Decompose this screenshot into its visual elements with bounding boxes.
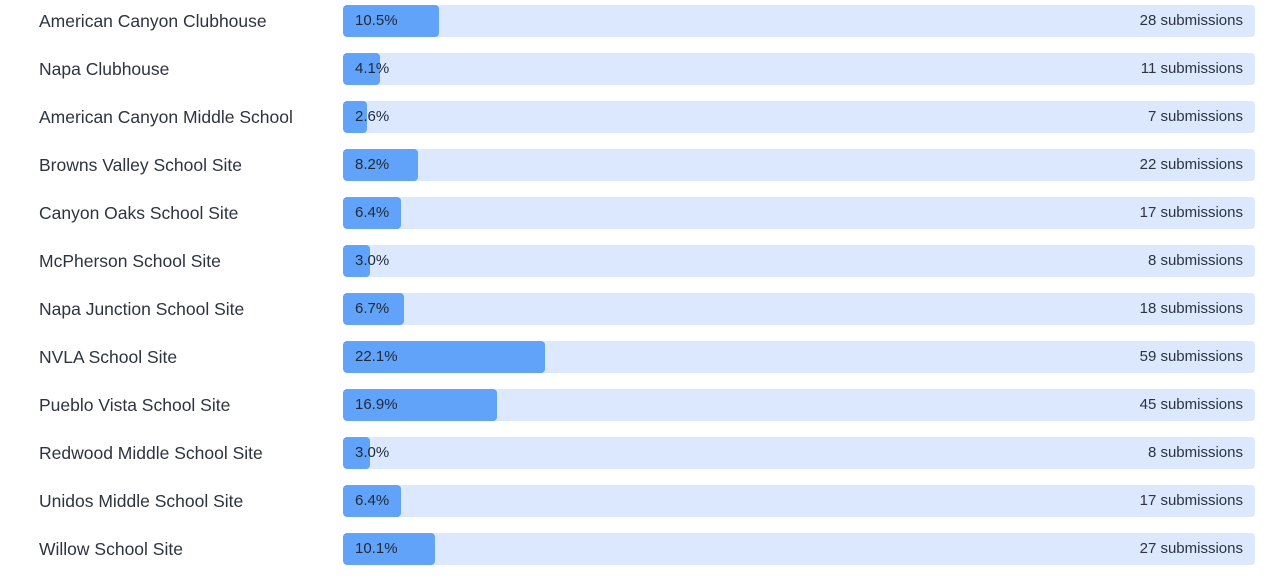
submission-count: 8 submissions	[1147, 252, 1243, 269]
bar-row: Napa Junction School Site 6.7% 18 submis…	[0, 293, 1269, 325]
bar-row: Willow School Site 10.1% 27 submissions	[0, 533, 1269, 565]
bar-track: 2.6% 7 submissions	[343, 101, 1255, 133]
percent-label: 6.7%	[355, 300, 390, 317]
bar-fill	[343, 437, 371, 469]
bar-track: 6.4% 17 submissions	[343, 485, 1255, 517]
location-label: Napa Clubhouse	[39, 59, 170, 79]
bar-fill	[343, 149, 418, 181]
submission-count: 28 submissions	[1139, 12, 1243, 29]
bar-row: Unidos Middle School Site 6.4% 17 submis…	[0, 485, 1269, 517]
bar-track: 4.1% 11 submissions	[343, 53, 1255, 85]
bar-fill	[343, 197, 402, 229]
percent-label: 4.1%	[355, 60, 390, 77]
submission-count: 18 submissions	[1139, 300, 1243, 317]
percent-label: 3.0%	[355, 444, 390, 461]
bar-fill	[343, 245, 371, 277]
bar-track: 6.4% 17 submissions	[343, 197, 1255, 229]
location-label: Canyon Oaks School Site	[39, 203, 239, 223]
bar-fill	[343, 101, 367, 133]
percent-label: 16.9%	[355, 396, 398, 413]
submission-count: 17 submissions	[1139, 204, 1243, 221]
location-label: American Canyon Clubhouse	[39, 11, 267, 31]
submission-count: 45 submissions	[1139, 396, 1243, 413]
bar-track: 22.1% 59 submissions	[343, 341, 1255, 373]
location-label: NVLA School Site	[39, 347, 178, 367]
bar-track: 10.5% 28 submissions	[343, 5, 1255, 37]
bar-row: Pueblo Vista School Site 16.9% 45 submis…	[0, 389, 1269, 421]
submission-count: 59 submissions	[1139, 348, 1243, 365]
location-label: Unidos Middle School Site	[39, 491, 244, 511]
bar-row: American Canyon Clubhouse 10.5% 28 submi…	[0, 5, 1269, 37]
location-label: American Canyon Middle School	[39, 107, 293, 127]
bar-fill	[343, 533, 436, 565]
submission-count: 17 submissions	[1139, 492, 1243, 509]
bar-track: 16.9% 45 submissions	[343, 389, 1255, 421]
bar-row: Redwood Middle School Site 3.0% 8 submis…	[0, 437, 1269, 469]
bar-fill	[343, 5, 439, 37]
bar-row: McPherson School Site 3.0% 8 submissions	[0, 245, 1269, 277]
bar-fill	[343, 293, 405, 325]
location-label: Napa Junction School Site	[39, 299, 245, 319]
submission-count: 8 submissions	[1147, 444, 1243, 461]
submission-count: 11 submissions	[1140, 60, 1243, 77]
percent-label: 6.4%	[355, 492, 390, 509]
percent-label: 8.2%	[355, 156, 390, 173]
location-label: McPherson School Site	[39, 251, 221, 271]
percent-label: 22.1%	[355, 348, 398, 365]
percent-label: 10.1%	[355, 540, 398, 557]
bar-track: 3.0% 8 submissions	[343, 437, 1255, 469]
bar-row: NVLA School Site 22.1% 59 submissions	[0, 341, 1269, 373]
bar-row: Browns Valley School Site 8.2% 22 submis…	[0, 149, 1269, 181]
bar-fill	[343, 53, 381, 85]
location-label: Pueblo Vista School Site	[39, 395, 231, 415]
percent-label: 10.5%	[355, 12, 398, 29]
bar-row: American Canyon Middle School 2.6% 7 sub…	[0, 101, 1269, 133]
submission-count: 7 submissions	[1147, 108, 1243, 125]
bar-fill	[343, 485, 402, 517]
location-label: Willow School Site	[39, 539, 183, 559]
location-label: Browns Valley School Site	[39, 155, 242, 175]
percent-label: 2.6%	[355, 108, 390, 125]
location-label: Redwood Middle School Site	[39, 443, 263, 463]
percent-label: 6.4%	[355, 204, 390, 221]
bar-track: 8.2% 22 submissions	[343, 149, 1255, 181]
bar-row: Canyon Oaks School Site 6.4% 17 submissi…	[0, 197, 1269, 229]
bar-track: 3.0% 8 submissions	[343, 245, 1255, 277]
bar-fill	[343, 389, 498, 421]
bar-fill	[343, 341, 545, 373]
bar-track: 6.7% 18 submissions	[343, 293, 1255, 325]
submission-count: 22 submissions	[1139, 156, 1243, 173]
submission-count: 27 submissions	[1139, 540, 1243, 557]
percent-label: 3.0%	[355, 252, 390, 269]
bar-row: Napa Clubhouse 4.1% 11 submissions	[0, 53, 1269, 85]
bar-track: 10.1% 27 submissions	[343, 533, 1255, 565]
